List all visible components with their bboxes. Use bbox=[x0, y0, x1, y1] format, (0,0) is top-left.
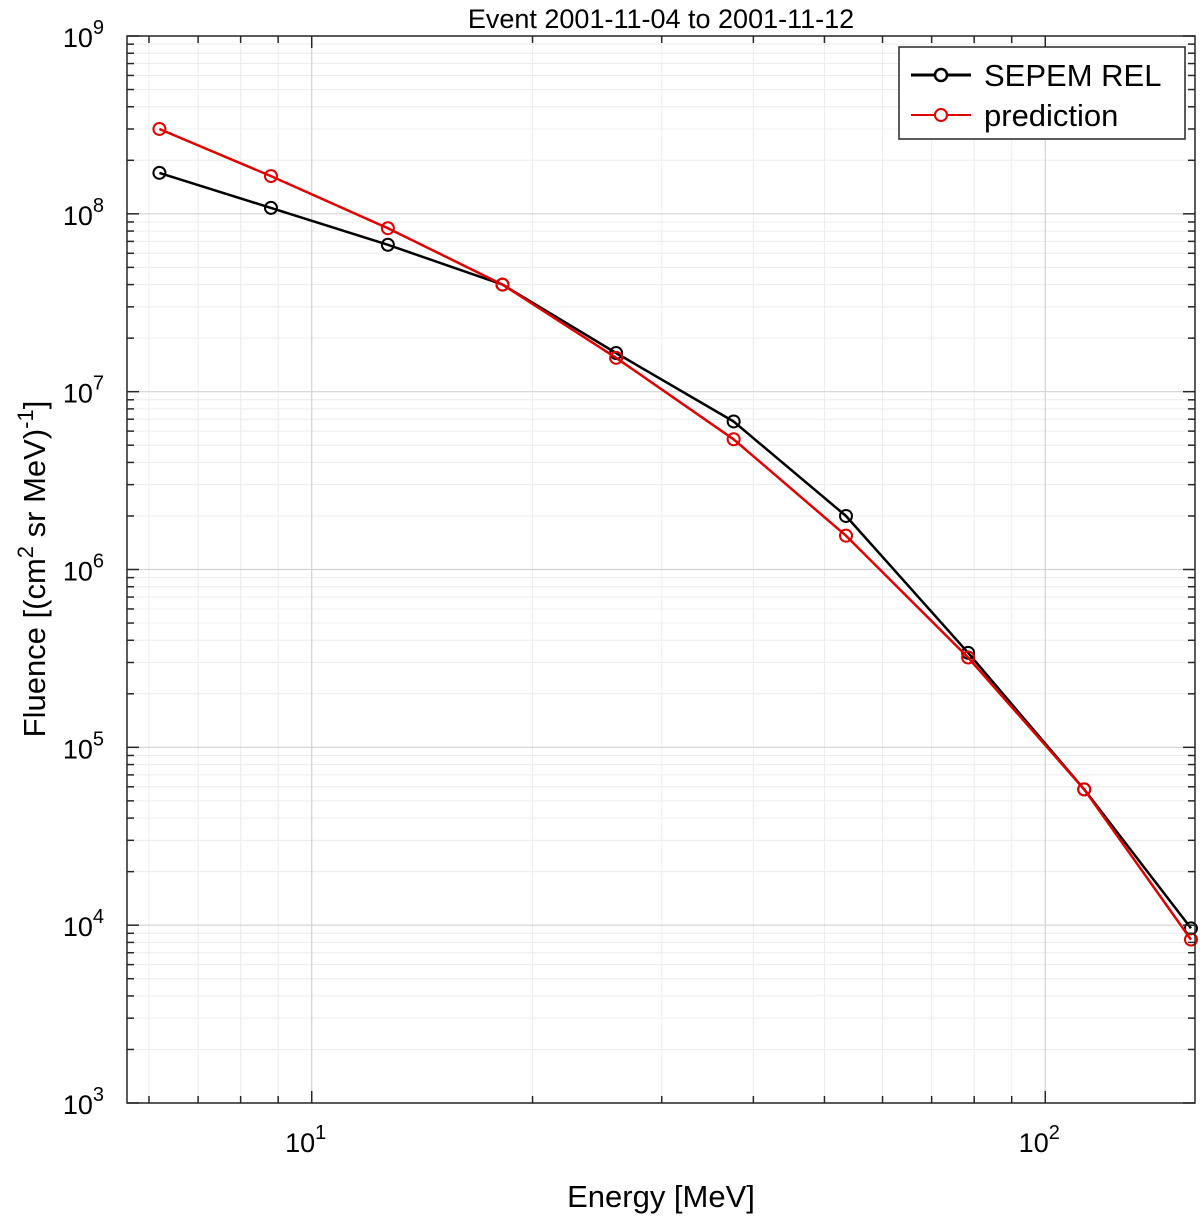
data-point-prediction bbox=[961, 650, 976, 665]
legend-marker-sepem-rel bbox=[933, 67, 949, 83]
data-point-sepem-rel bbox=[263, 200, 278, 215]
data-point-prediction bbox=[726, 432, 741, 447]
y-tick-label-base: 10 bbox=[63, 734, 93, 764]
y-tick-label: 103 bbox=[63, 1084, 104, 1120]
series-line-sepem-rel bbox=[159, 171, 1192, 930]
data-point-prediction bbox=[263, 169, 278, 184]
y-tick-label: 106 bbox=[63, 551, 104, 587]
y-tick-label: 108 bbox=[63, 195, 104, 231]
y-tick-label: 104 bbox=[63, 906, 104, 942]
y-axis-label-middle: sr MeV) bbox=[17, 429, 52, 546]
axis-ticks bbox=[127, 35, 1195, 1104]
y-tick-label-exponent: 6 bbox=[93, 551, 104, 573]
data-point-prediction bbox=[609, 350, 624, 365]
y-axis-label-sup1: 2 bbox=[13, 546, 38, 558]
data-point-sepem-rel bbox=[380, 237, 395, 252]
x-tick-label: 101 bbox=[285, 1122, 326, 1158]
legend-label-sepem-rel: SEPEM REL bbox=[984, 58, 1161, 93]
y-tick-label: 107 bbox=[63, 373, 104, 409]
x-tick-labels: 101 102 bbox=[285, 1122, 1060, 1158]
series-line-prediction bbox=[158, 127, 1193, 941]
y-tick-label-base: 10 bbox=[63, 23, 93, 53]
y-axis-label-prefix: Fluence [(cm bbox=[17, 558, 52, 737]
series-layer bbox=[152, 121, 1198, 947]
x-axis-label: Energy [MeV] bbox=[567, 1179, 755, 1214]
y-tick-label-base: 10 bbox=[63, 557, 93, 587]
chart-title: Event 2001-11-04 to 2001-11-12 bbox=[468, 4, 854, 34]
x-tick-label-exponent: 1 bbox=[315, 1122, 326, 1144]
y-tick-label-exponent: 7 bbox=[93, 373, 104, 395]
y-tick-label-base: 10 bbox=[63, 379, 93, 409]
x-tick-label-base: 10 bbox=[285, 1128, 315, 1158]
legend-box bbox=[898, 46, 1186, 140]
data-point-sepem-rel bbox=[152, 165, 167, 180]
y-tick-label-base: 10 bbox=[63, 912, 93, 942]
y-tick-label-exponent: 8 bbox=[93, 195, 104, 217]
data-point-prediction bbox=[152, 121, 167, 136]
y-tick-label-exponent: 4 bbox=[93, 906, 104, 928]
data-point-sepem-rel bbox=[839, 508, 854, 523]
data-point-prediction bbox=[1077, 782, 1092, 797]
data-point-prediction bbox=[495, 277, 510, 292]
y-axis-label-suffix: ] bbox=[17, 401, 52, 410]
y-axis-label: Fluence [(cm2 sr MeV)-1] bbox=[13, 401, 52, 738]
y-tick-label-exponent: 3 bbox=[93, 1084, 104, 1106]
y-axis-label-sup2: -1 bbox=[13, 409, 38, 429]
data-point-prediction bbox=[380, 221, 395, 236]
x-tick-label-exponent: 2 bbox=[1049, 1122, 1060, 1144]
data-point-prediction bbox=[839, 528, 854, 543]
y-tick-label-exponent: 9 bbox=[93, 17, 104, 39]
y-tick-label-base: 10 bbox=[63, 201, 93, 231]
data-point-sepem-rel bbox=[726, 414, 741, 429]
y-tick-label: 109 bbox=[63, 17, 104, 53]
y-tick-label-exponent: 5 bbox=[93, 728, 104, 750]
legend-marker-prediction bbox=[934, 108, 948, 122]
y-tick-label: 105 bbox=[63, 728, 104, 764]
x-tick-label: 102 bbox=[1019, 1122, 1060, 1158]
y-tick-label-base: 10 bbox=[63, 1090, 93, 1120]
legend: SEPEM REL prediction bbox=[898, 46, 1186, 140]
x-tick-label-base: 10 bbox=[1019, 1128, 1049, 1158]
legend-label-prediction: prediction bbox=[984, 98, 1118, 133]
